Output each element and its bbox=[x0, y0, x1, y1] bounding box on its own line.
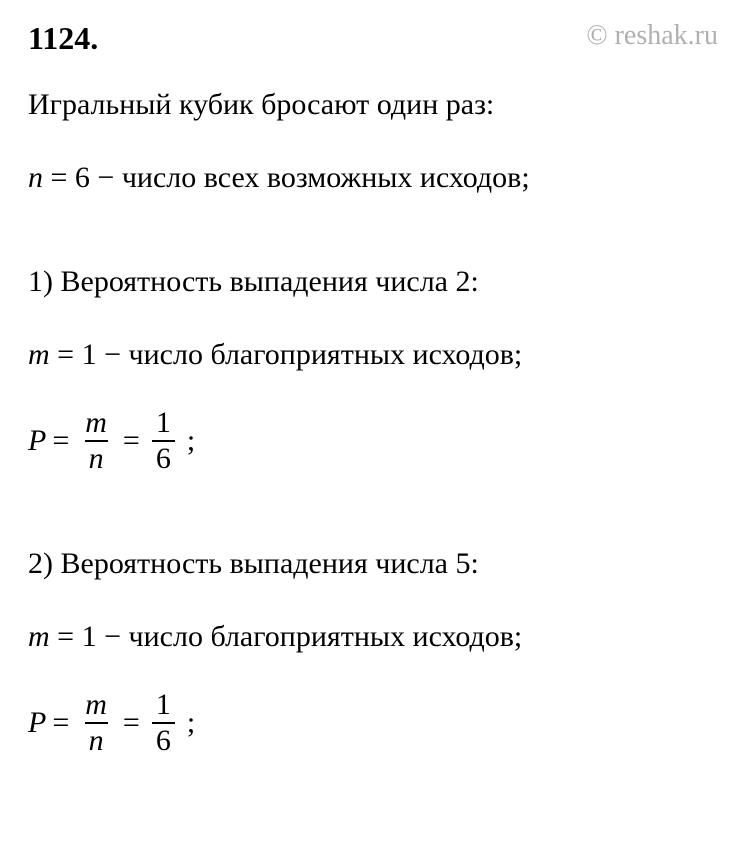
part1-m-definition: m = 1 − число благоприятных исходов; bbox=[28, 335, 718, 376]
equals-sign: = bbox=[123, 424, 140, 458]
m-equals: = 1 − bbox=[50, 338, 129, 371]
watermark: © reshak.ru bbox=[586, 20, 718, 52]
fraction-m-over-n: m n bbox=[81, 689, 111, 756]
m-description: число благоприятных исходов; bbox=[129, 338, 523, 371]
equals-sign: = bbox=[52, 706, 69, 740]
n-definition: n = 6 − число всех возможных исходов; bbox=[28, 158, 718, 199]
part-1: 1) Вероятность выпадения числа 2: m = 1 … bbox=[28, 262, 718, 474]
part-2: 2) Вероятность выпадения числа 5: m = 1 … bbox=[28, 544, 718, 756]
P-symbol: P bbox=[28, 424, 46, 458]
part1-formula: P = m n = 1 6 ; bbox=[28, 407, 718, 474]
m-variable: m bbox=[28, 338, 50, 371]
part2-formula: P = m n = 1 6 ; bbox=[28, 689, 718, 756]
fraction-denominator: 6 bbox=[152, 440, 175, 475]
fraction-numerator: 1 bbox=[152, 407, 175, 440]
semicolon: ; bbox=[187, 424, 195, 458]
P-symbol: P bbox=[28, 706, 46, 740]
m-description: число благоприятных исходов; bbox=[129, 620, 523, 653]
part2-title: 2) Вероятность выпадения числа 5: bbox=[28, 544, 718, 585]
part2-m-definition: m = 1 − число благоприятных исходов; bbox=[28, 617, 718, 658]
intro-line1: Игральный кубик бросают один раз: bbox=[28, 88, 494, 121]
n-variable: n bbox=[28, 161, 43, 194]
header: 1124. © reshak.ru bbox=[28, 20, 718, 57]
fraction-denominator: n bbox=[85, 722, 108, 757]
equals-sign: = bbox=[123, 706, 140, 740]
fraction-numerator: 1 bbox=[152, 689, 175, 722]
fraction-denominator: 6 bbox=[152, 722, 175, 757]
n-description: число всех возможных исходов; bbox=[122, 161, 530, 194]
part1-title: 1) Вероятность выпадения числа 2: bbox=[28, 262, 718, 303]
problem-number: 1124. bbox=[28, 20, 98, 57]
intro-statement: Игральный кубик бросают один раз: bbox=[28, 85, 718, 126]
fraction-denominator: n bbox=[85, 440, 108, 475]
semicolon: ; bbox=[187, 706, 195, 740]
fraction-1-over-6: 1 6 bbox=[152, 407, 175, 474]
m-equals: = 1 − bbox=[50, 620, 129, 653]
fraction-m-over-n: m n bbox=[81, 407, 111, 474]
m-variable: m bbox=[28, 620, 50, 653]
fraction-numerator: m bbox=[81, 407, 111, 440]
fraction-numerator: m bbox=[81, 689, 111, 722]
n-equals: = 6 − bbox=[43, 161, 122, 194]
fraction-1-over-6: 1 6 bbox=[152, 689, 175, 756]
equals-sign: = bbox=[52, 424, 69, 458]
